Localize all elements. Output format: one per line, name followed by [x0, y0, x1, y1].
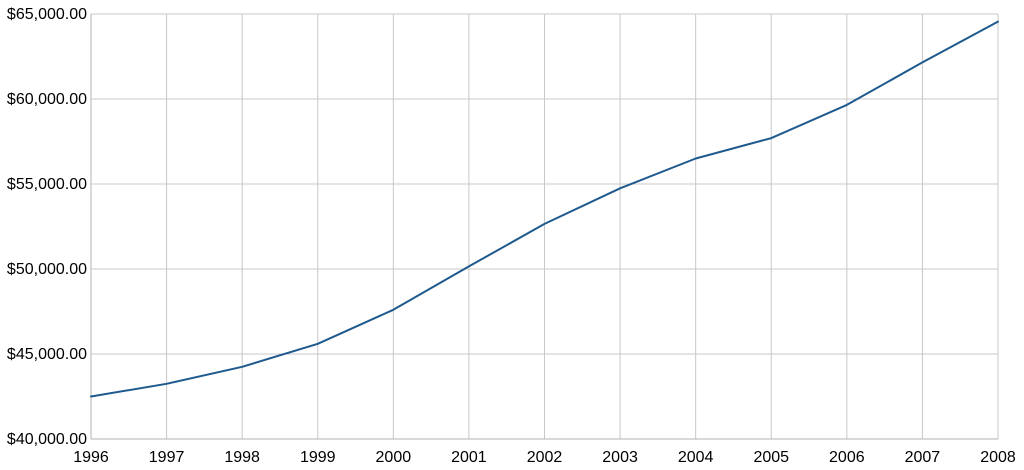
y-tick-label: $60,000.00	[7, 91, 87, 108]
x-tick-label: 1999	[300, 449, 336, 466]
y-tick-label: $65,000.00	[7, 6, 87, 23]
y-tick-label: $55,000.00	[7, 176, 87, 193]
x-tick-label: 2001	[451, 449, 487, 466]
x-tick-label: 2000	[376, 449, 412, 466]
series-lines	[90, 20, 999, 398]
x-tick-label: 2008	[980, 449, 1016, 466]
x-tick-label: 2007	[905, 449, 941, 466]
y-tick-label: $40,000.00	[7, 431, 87, 448]
axes	[90, 14, 998, 440]
y-tick-label: $50,000.00	[7, 261, 87, 278]
x-tick-label: 2004	[678, 449, 714, 466]
x-tick-label: 1998	[224, 449, 260, 466]
x-tick-label: 2002	[527, 449, 563, 466]
series-line	[90, 20, 999, 398]
grid	[90, 13, 999, 440]
y-tick-label: $45,000.00	[7, 346, 87, 363]
x-tick-label: 1996	[73, 449, 109, 466]
x-axis-tick-labels: 1996 1997 1998 1999 2000 2001 2002 2003 2004 2005…	[73, 449, 1016, 466]
x-tick-label: 2006	[829, 449, 865, 466]
x-tick-label: 2005	[753, 449, 789, 466]
x-tick-label: 2003	[602, 449, 638, 466]
y-axis-tick-labels: $40,000.00 $45,000.00 $50,000.00 $55,000.00…	[7, 6, 87, 448]
x-tick-label: 1997	[149, 449, 185, 466]
